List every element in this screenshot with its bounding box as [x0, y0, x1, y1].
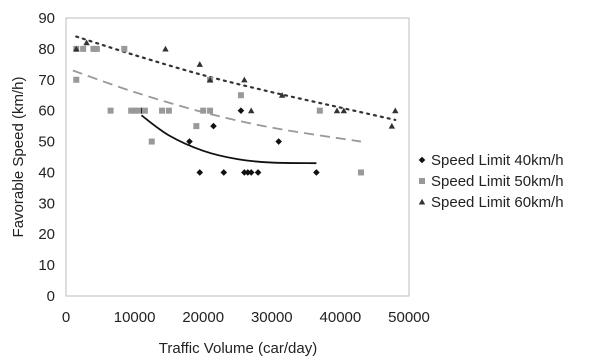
data-point-series-2 [316, 107, 323, 114]
y-tick-label: 10 [38, 257, 55, 274]
data-point-series-3 [340, 107, 348, 114]
data-point-series-3 [388, 122, 396, 129]
legend-marker-1 [418, 156, 426, 164]
data-point-series-3 [333, 107, 341, 114]
legend-marker-2 [419, 178, 425, 184]
x-tick-label: 0 [62, 309, 70, 326]
data-point-series-2 [193, 123, 200, 130]
data-point-series-1 [237, 107, 245, 114]
data-point-series-2 [141, 107, 148, 114]
x-tick-label: 20000 [182, 309, 224, 326]
data-point-series-1 [275, 138, 282, 145]
data-point-series-1 [244, 169, 252, 176]
data-point-series-2 [90, 45, 97, 52]
trend-line-1 [140, 114, 317, 165]
data-point-series-1 [254, 169, 262, 176]
y-tick-label: 40 [38, 164, 55, 181]
y-tick-label: 20 [38, 226, 55, 243]
data-point-series-3 [206, 76, 214, 83]
data-point-series-2 [128, 107, 135, 114]
data-point-series-3 [196, 61, 203, 67]
data-point-series-2 [73, 76, 80, 83]
data-point-series-1 [210, 122, 217, 130]
tick-labels: 0 10000 20000 30000 40000 50000 0 10 20 30 40 50 60 7… [38, 10, 430, 326]
data-point-series-2 [207, 107, 214, 114]
data-point-series-2 [131, 107, 138, 114]
data-point-series-2 [107, 107, 114, 114]
y-tick-label: 30 [38, 195, 55, 212]
data-point-series-3 [241, 76, 248, 83]
data-point-series-3 [392, 107, 399, 114]
data-point-series-3 [248, 107, 255, 114]
legend-label-1: Speed Limit 40km/h [431, 152, 564, 169]
y-tick-label: 60 [38, 103, 55, 120]
data-point-series-2 [148, 138, 155, 145]
data-point-series-3 [162, 45, 169, 52]
data-point-series-3 [278, 92, 286, 98]
data-point-series-2 [121, 45, 128, 52]
trend-line-3 [75, 35, 397, 122]
data-point-series-1 [186, 138, 193, 145]
x-tick-label: 30000 [251, 309, 293, 326]
data-point-series-1 [241, 169, 248, 176]
data-points [73, 39, 399, 176]
x-tick-label: 50000 [388, 309, 430, 326]
legend-label-3: Speed Limit 60km/h [431, 194, 564, 211]
data-point-series-2 [135, 107, 142, 114]
data-point-series-2 [200, 107, 207, 114]
data-point-series-2 [93, 45, 100, 52]
data-point-series-2 [165, 107, 172, 114]
legend-marker-3 [418, 198, 426, 205]
data-point-series-2 [159, 107, 166, 114]
y-tick-label: 90 [38, 10, 55, 27]
data-point-series-2 [80, 45, 87, 52]
data-point-series-3 [83, 39, 90, 46]
x-tick-label: 10000 [114, 309, 156, 326]
x-axis-title: Traffic Volume (car/day) [159, 340, 317, 357]
x-tick-label: 40000 [320, 309, 362, 326]
data-point-series-1 [220, 169, 228, 176]
y-tick-label: 50 [38, 134, 55, 151]
y-tick-label: 0 [47, 288, 55, 305]
y-tick-label: 80 [38, 41, 55, 58]
legend-label-2: Speed Limit 50km/h [431, 173, 564, 190]
data-point-series-1 [196, 169, 204, 176]
data-point-series-1 [313, 169, 320, 176]
plot-area [65, 17, 410, 297]
y-axis-title: Favorable Speed (km/h) [10, 77, 27, 238]
data-point-series-2 [357, 169, 364, 176]
legend: Speed Limit 40km/h Speed Limit 50km/h Spee… [418, 152, 564, 211]
data-point-series-3 [73, 45, 80, 52]
data-point-series-1 [247, 169, 255, 176]
data-point-series-2 [237, 92, 244, 99]
y-tick-label: 70 [38, 72, 55, 89]
